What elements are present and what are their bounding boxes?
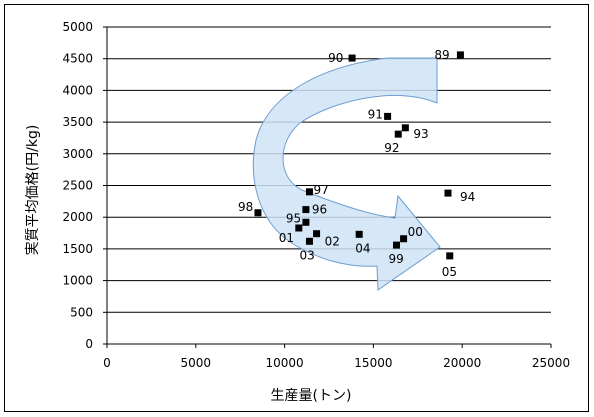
y-tick-label: 1000	[62, 274, 93, 288]
point-label: 95	[286, 211, 301, 225]
y-tick-label: 4500	[62, 52, 93, 66]
y-axis-title: 実質平均価格(円/kg)	[25, 125, 41, 256]
data-point	[302, 206, 310, 214]
point-label: 89	[434, 48, 449, 62]
axes	[103, 26, 552, 348]
x-tick-label: 0	[103, 356, 111, 370]
point-label: 04	[355, 241, 370, 255]
point-label: 90	[328, 51, 343, 65]
point-label: 00	[408, 225, 423, 239]
data-point	[302, 218, 310, 226]
x-tick-label: 25000	[532, 356, 570, 370]
gridlines	[107, 26, 551, 313]
data-point	[401, 124, 409, 132]
point-label: 05	[442, 265, 457, 279]
data-points	[254, 51, 464, 260]
x-tick-label: 10000	[266, 356, 304, 370]
point-label: 91	[368, 107, 383, 121]
x-tick-label: 20000	[443, 356, 481, 370]
y-tick-label: 3000	[62, 147, 93, 161]
point-label: 97	[313, 183, 328, 197]
data-point	[446, 252, 454, 260]
y-tick-label: 0	[85, 337, 93, 351]
data-point	[400, 235, 408, 243]
data-point	[305, 237, 313, 245]
point-label: 98	[238, 200, 253, 214]
x-axis-title: 生産量(トン)	[271, 388, 352, 404]
point-label: 02	[325, 235, 340, 249]
point-label: 96	[312, 203, 327, 217]
data-point	[295, 224, 303, 232]
point-label: 99	[388, 252, 403, 266]
y-tick-labels: 0 500 1000 1500 2000 2500 3000 3500 4000 4500 5000	[62, 20, 93, 351]
y-tick-label: 2500	[62, 179, 93, 193]
y-tick-label: 5000	[62, 20, 93, 34]
y-tick-label: 3500	[62, 115, 93, 129]
x-tick-label: 15000	[354, 356, 392, 370]
trend-arrow	[252, 57, 441, 291]
data-point	[254, 209, 262, 217]
y-tick-label: 2000	[62, 210, 93, 224]
point-label: 03	[299, 248, 314, 262]
data-point	[394, 130, 402, 138]
x-tick-label: 5000	[181, 356, 212, 370]
data-point	[313, 230, 321, 238]
trend-arrow-shape	[252, 57, 441, 291]
point-label: 01	[279, 231, 294, 245]
point-label: 92	[384, 141, 399, 155]
data-point	[384, 112, 392, 120]
point-label: 93	[413, 127, 428, 141]
data-point	[444, 189, 452, 197]
y-tick-label: 4000	[62, 83, 93, 97]
data-point	[305, 188, 313, 196]
point-label: 94	[460, 190, 475, 204]
data-point	[348, 54, 356, 62]
y-tick-label: 1500	[62, 242, 93, 256]
x-tick-labels: 0 5000 10000 15000 20000 25000	[103, 356, 570, 370]
point-labels: 89 90 91 92 93 94 95 96 97 98 99 00 01 02 03 04 05	[238, 48, 475, 279]
y-tick-label: 500	[70, 305, 93, 319]
data-point	[355, 230, 363, 238]
data-point	[456, 51, 464, 59]
data-point	[392, 241, 400, 249]
